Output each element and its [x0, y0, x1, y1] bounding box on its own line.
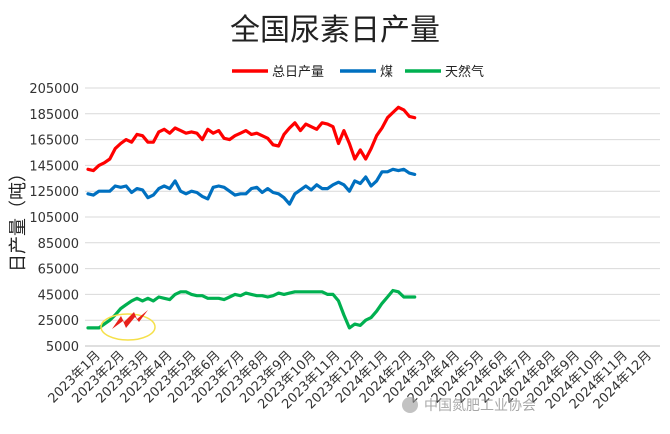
series-line-1	[86, 105, 417, 173]
chart-title: 全国尿素日产量	[230, 13, 440, 48]
y-tick-label: 5000	[46, 340, 79, 355]
y-tick-label: 85000	[38, 237, 79, 252]
logo-ring	[100, 313, 156, 341]
legend-label: 总日产量	[272, 65, 324, 80]
y-tick-label: 25000	[38, 314, 79, 329]
legend: 总日产量 煤 天然气	[232, 64, 484, 80]
y-tick-label: 65000	[38, 263, 79, 278]
y-tick-label: 165000	[29, 134, 79, 149]
logo-mark	[100, 310, 156, 341]
grid-lines	[85, 87, 660, 347]
y-tick-label: 125000	[29, 185, 79, 200]
y-axis-label: 日产量（吨）	[8, 164, 29, 272]
watermark: 中国氮肥工业协会	[402, 397, 536, 414]
series-line-3	[86, 288, 417, 330]
y-axis-ticks: 205000 185000 165000 145000 125000 105000 8500…	[29, 82, 79, 355]
legend-label: 煤	[380, 65, 393, 80]
y-tick-label: 205000	[29, 82, 79, 97]
legend-label: 天然气	[445, 64, 484, 80]
y-tick-label: 45000	[38, 288, 79, 303]
y-tick-label: 185000	[29, 108, 79, 123]
y-tick-label: 105000	[29, 211, 79, 226]
x-axis-ticks: 2023年1月2023年2月2023年3月2023年4月2023年5月2023年…	[46, 348, 655, 412]
series-line-2	[86, 167, 417, 206]
watermark-text: 中国氮肥工业协会	[424, 398, 536, 414]
watermark-icon	[402, 397, 418, 413]
logo-swoosh	[112, 310, 148, 329]
series-lines	[86, 105, 417, 330]
y-tick-label: 145000	[29, 159, 79, 174]
